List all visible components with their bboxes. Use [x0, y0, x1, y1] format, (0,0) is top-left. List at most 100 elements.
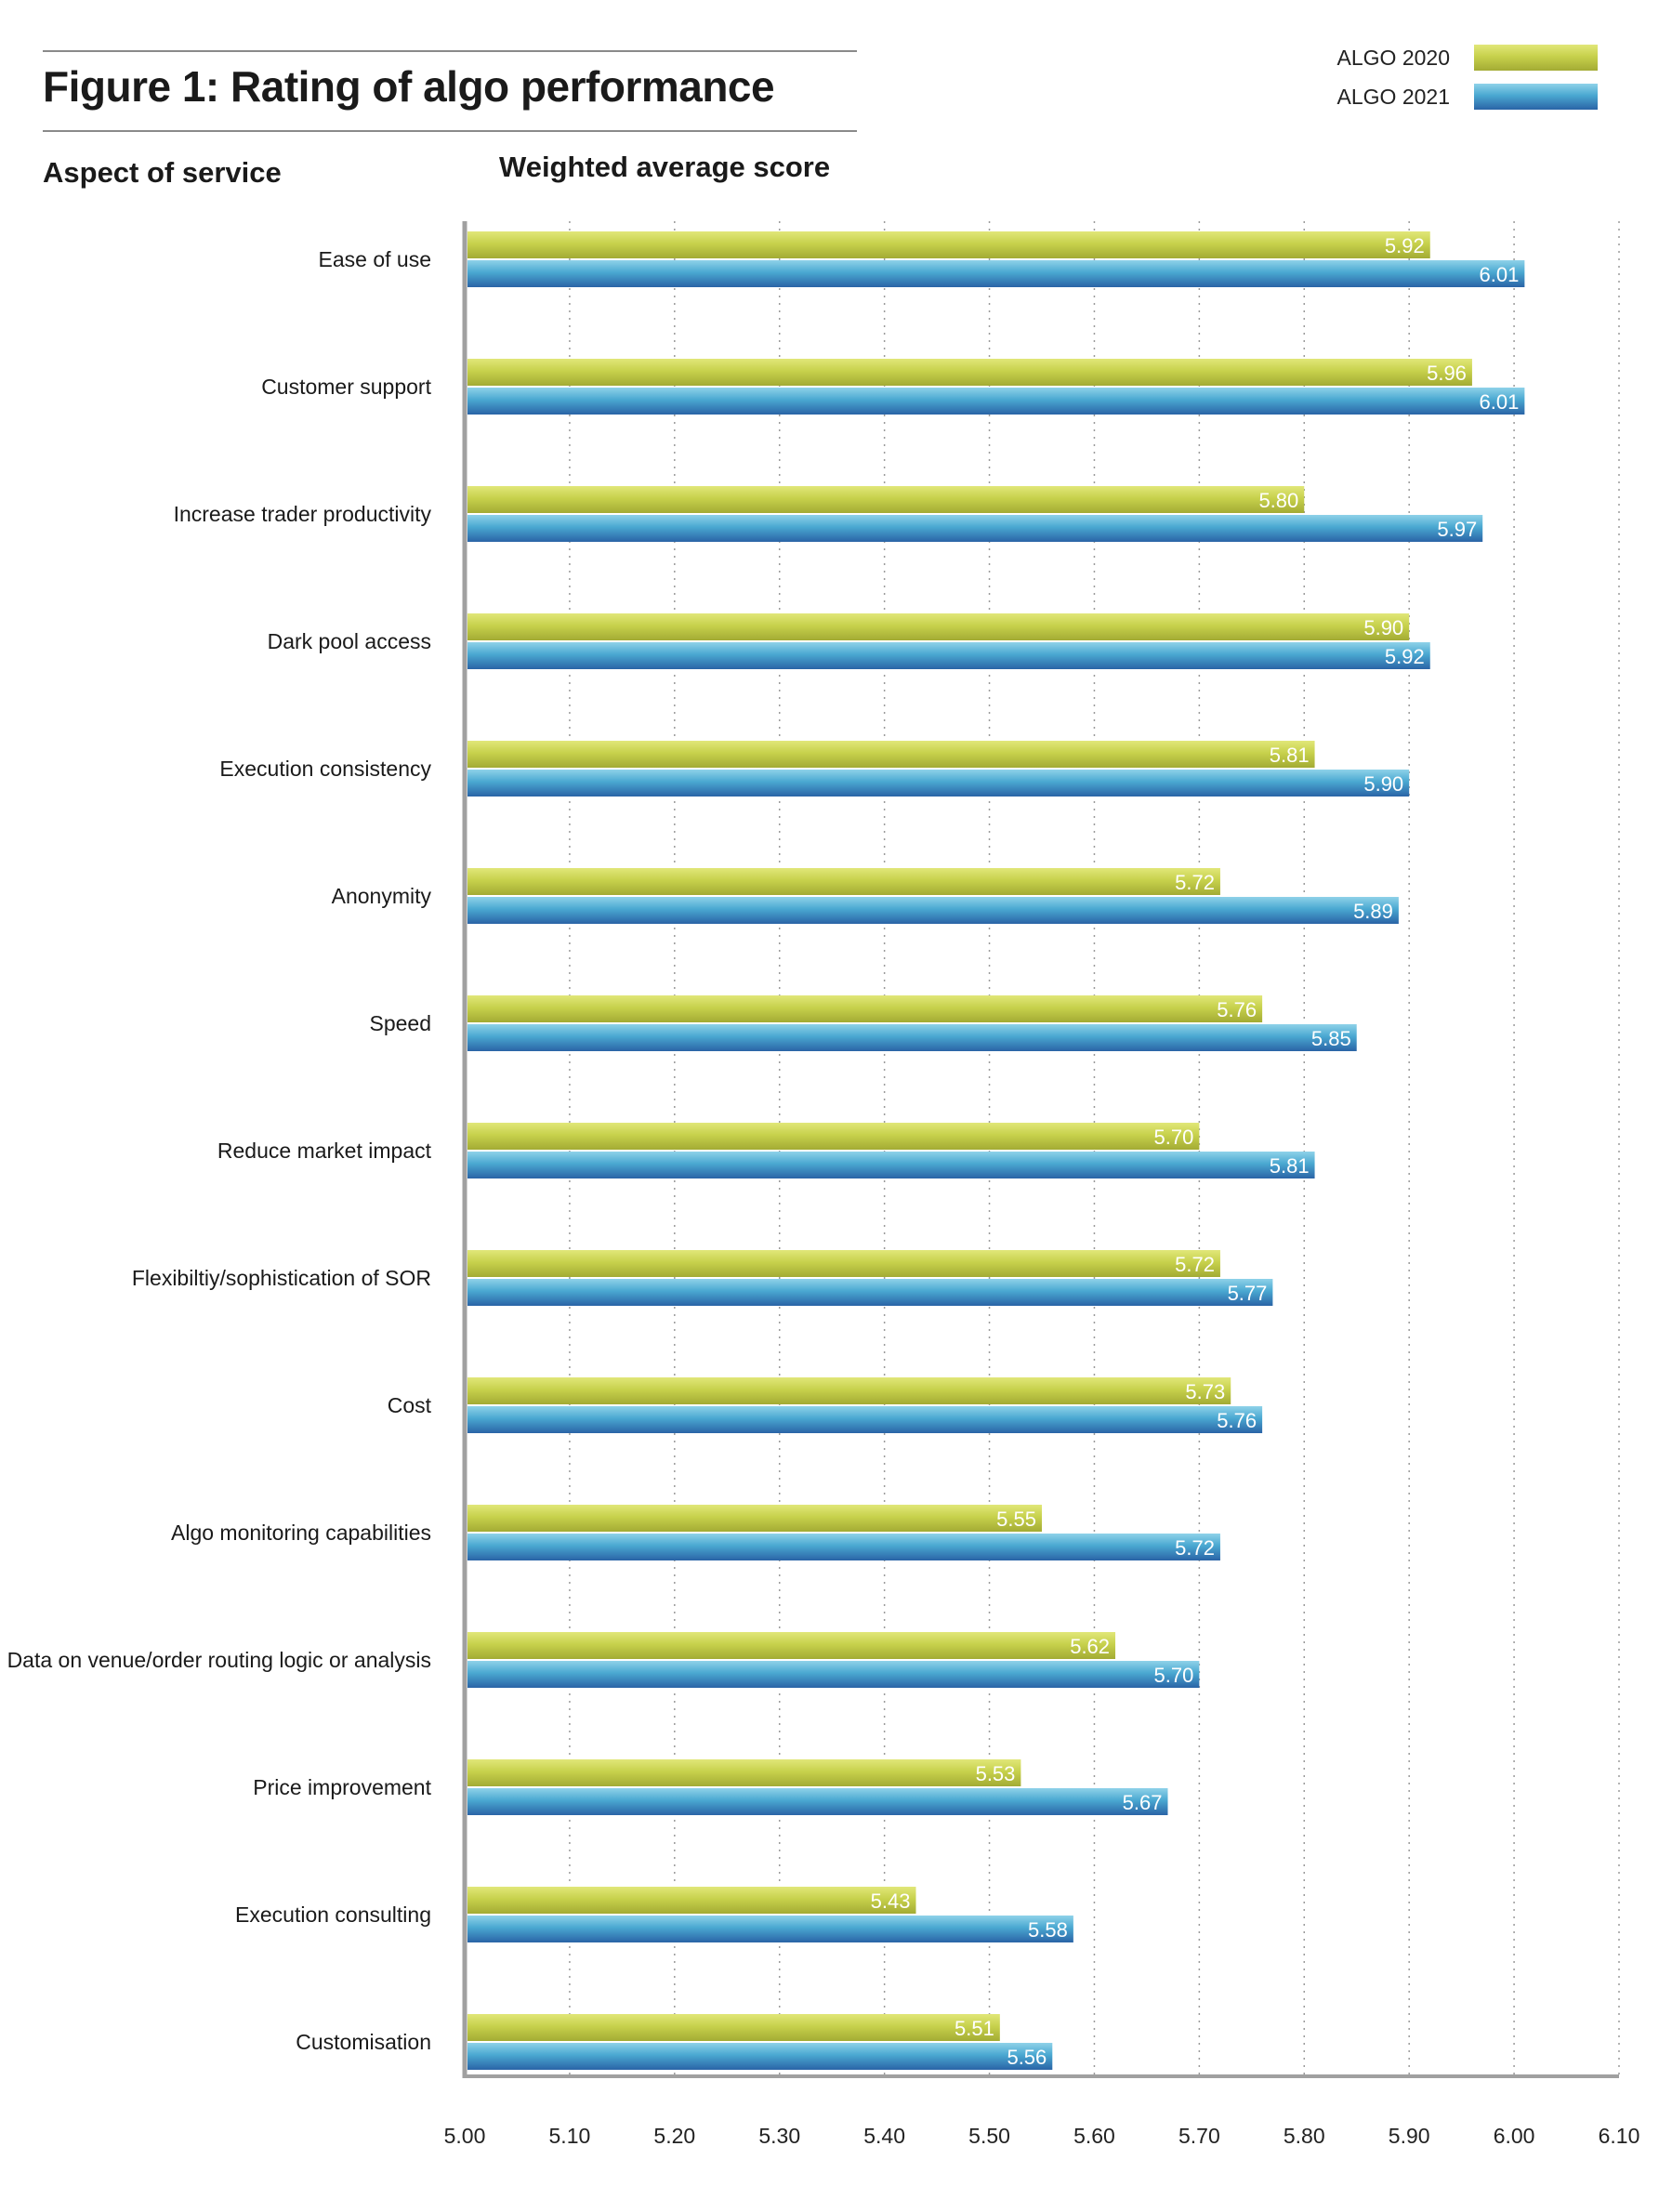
bar-2020	[467, 1123, 1200, 1150]
labels: 5.00 5.10 5.20 5.30 5.40 5.50 5.60 5.70 5.80 5.90…	[7, 234, 1640, 2148]
category-label: Customisation	[296, 2030, 431, 2054]
x-tick-label: 6.10	[1599, 2124, 1640, 2148]
value-label: 5.73	[1185, 1380, 1225, 1403]
category-label: Data on venue/order routing logic or ana…	[7, 1648, 431, 1672]
x-tick-label: 5.20	[653, 2124, 695, 2148]
value-label: 5.80	[1258, 489, 1298, 512]
bar-2021	[467, 1152, 1315, 1178]
legend-item-2020: ALGO 2020	[1301, 45, 1598, 71]
x-tick-label: 5.50	[968, 2124, 1010, 2148]
bars	[467, 231, 1525, 2070]
category-label: Algo monitoring capabilities	[171, 1521, 431, 1545]
legend-label-2020: ALGO 2020	[1336, 45, 1450, 70]
value-label: 5.81	[1270, 744, 1310, 767]
x-tick-label: 5.10	[549, 2124, 591, 2148]
category-label: Dark pool access	[268, 629, 431, 653]
value-label: 5.90	[1363, 772, 1403, 796]
bar-2020	[467, 1632, 1116, 1659]
title-top-rule	[43, 50, 857, 52]
legend-item-2021: ALGO 2021	[1301, 84, 1598, 110]
value-label: 5.67	[1123, 1791, 1163, 1814]
bar-2021	[467, 1661, 1200, 1688]
category-label: Cost	[388, 1393, 432, 1417]
bar-2021	[467, 1534, 1220, 1560]
value-label: 5.89	[1353, 900, 1393, 923]
value-label: 5.76	[1217, 998, 1257, 1021]
value-label: 5.72	[1175, 1253, 1215, 1276]
bar-2020	[467, 1250, 1220, 1277]
value-label: 5.62	[1070, 1635, 1110, 1658]
legend-swatch-2021	[1474, 84, 1598, 110]
category-label: Execution consistency	[219, 757, 431, 781]
bar-2020	[467, 1887, 916, 1914]
value-label: 5.72	[1175, 871, 1215, 894]
bar-2021	[467, 1024, 1357, 1051]
bar-2020	[467, 995, 1263, 1022]
value-label: 5.55	[996, 1508, 1036, 1531]
x-tick-label: 5.60	[1073, 2124, 1115, 2148]
chart-title: Figure 1: Rating of algo performance	[43, 62, 775, 111]
value-label: 5.90	[1363, 616, 1403, 639]
x-tick-label: 5.30	[758, 2124, 800, 2148]
bar-2021	[467, 1916, 1073, 1942]
x-tick-label: 5.90	[1389, 2124, 1430, 2148]
value-label: 5.70	[1154, 1126, 1194, 1149]
bar-2020	[467, 741, 1315, 768]
bar-2020	[467, 359, 1472, 386]
value-label: 5.81	[1270, 1154, 1310, 1178]
bar-2021	[467, 2043, 1053, 2070]
x-tick-label: 5.40	[863, 2124, 905, 2148]
value-label: 5.77	[1228, 1282, 1268, 1305]
bar-2020	[467, 231, 1430, 258]
bar-2020	[467, 1505, 1042, 1532]
value-label: 6.01	[1480, 390, 1520, 414]
bar-2021	[467, 388, 1525, 415]
x-tick-label: 5.80	[1284, 2124, 1325, 2148]
category-label: Reduce market impact	[217, 1139, 432, 1163]
category-label: Anonymity	[332, 884, 432, 908]
bar-2021	[467, 770, 1410, 797]
category-label: Flexibiltiy/sophistication of SOR	[132, 1266, 431, 1290]
bar-2020	[467, 868, 1220, 895]
bar-2021	[467, 260, 1525, 287]
x-tick-label: 6.00	[1494, 2124, 1535, 2148]
category-label: Price improvement	[253, 1775, 431, 1799]
value-label: 5.51	[954, 2017, 994, 2040]
value-label: 5.97	[1437, 518, 1477, 541]
title-bottom-rule	[43, 130, 857, 132]
legend-label-2021: ALGO 2021	[1336, 84, 1450, 109]
bar-2021	[467, 1279, 1273, 1306]
bar-2021	[467, 1788, 1168, 1815]
category-label: Execution consulting	[235, 1903, 431, 1927]
value-label: 5.43	[871, 1889, 911, 1913]
x-tick-label: 5.00	[444, 2124, 486, 2148]
value-label: 5.76	[1217, 1409, 1257, 1432]
value-label: 5.96	[1427, 362, 1467, 385]
bar-2020	[467, 2014, 1000, 2041]
legend-swatch-2020	[1474, 45, 1598, 71]
bar-2020	[467, 613, 1410, 640]
category-label: Customer support	[261, 375, 431, 399]
category-label: Speed	[369, 1011, 431, 1035]
value-label: 5.58	[1028, 1918, 1068, 1942]
bar-2020	[467, 486, 1305, 513]
value-label: 5.92	[1385, 645, 1425, 668]
category-label: Ease of use	[319, 247, 431, 271]
bar-2020	[467, 1759, 1021, 1786]
value-label: 5.92	[1385, 234, 1425, 257]
bar-2021	[467, 642, 1430, 669]
value-label: 6.01	[1480, 263, 1520, 286]
value-label: 5.70	[1154, 1664, 1194, 1687]
value-label: 5.85	[1311, 1027, 1351, 1050]
value-label: 5.56	[1007, 2046, 1047, 2069]
axes	[462, 221, 1619, 2078]
bar-2020	[467, 1377, 1231, 1404]
value-label: 5.53	[976, 1762, 1016, 1785]
value-label: 5.72	[1175, 1536, 1215, 1560]
x-tick-label: 5.70	[1178, 2124, 1220, 2148]
right-heading: Weighted average score	[499, 151, 831, 183]
bar-2021	[467, 1406, 1263, 1433]
left-heading: Aspect of service	[43, 156, 282, 189]
bar-2021	[467, 515, 1483, 542]
